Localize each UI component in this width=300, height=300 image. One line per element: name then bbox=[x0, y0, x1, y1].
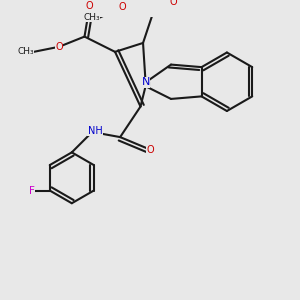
Text: O: O bbox=[170, 0, 177, 7]
Text: F: F bbox=[29, 185, 35, 196]
Text: O: O bbox=[86, 1, 93, 11]
Text: O: O bbox=[119, 2, 127, 12]
Text: N: N bbox=[141, 77, 150, 87]
Text: O: O bbox=[147, 145, 154, 155]
Text: CH₃: CH₃ bbox=[17, 47, 34, 56]
Text: NH: NH bbox=[88, 126, 102, 136]
Text: O: O bbox=[55, 42, 63, 52]
Text: CH₃: CH₃ bbox=[83, 13, 100, 22]
